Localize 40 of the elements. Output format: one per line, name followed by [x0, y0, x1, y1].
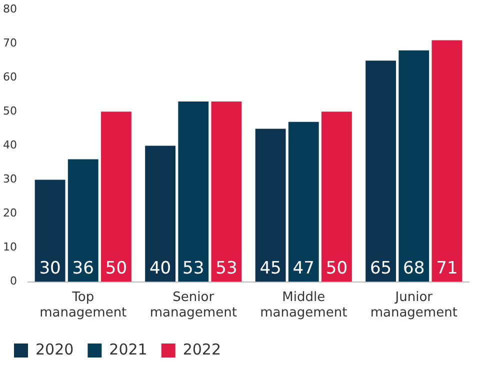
- data-label: 50: [326, 258, 348, 279]
- x-tick-label: Junior management: [370, 290, 458, 321]
- y-tick-label: 70: [2, 36, 17, 50]
- x-tick-label: Top management: [40, 290, 127, 321]
- bar: [68, 159, 98, 282]
- data-label: 40: [149, 258, 172, 279]
- y-tick-label: 60: [2, 70, 17, 84]
- data-label: 53: [216, 258, 238, 279]
- data-label: 68: [403, 258, 425, 279]
- bar: [398, 50, 430, 282]
- y-tick-label: 80: [2, 2, 17, 16]
- y-tick-label: 40: [2, 138, 17, 152]
- y-tick-label: 30: [2, 172, 17, 186]
- y-tick-label: 20: [2, 206, 17, 220]
- bar: [321, 112, 352, 282]
- bar: [432, 40, 462, 282]
- bar: [255, 128, 286, 282]
- x-tick-label: Middle management: [260, 290, 348, 321]
- data-label: 47: [292, 258, 314, 279]
- y-tick-label: 50: [2, 104, 17, 118]
- bar: [288, 122, 319, 282]
- data-label: 50: [105, 258, 128, 279]
- bar: [366, 60, 396, 282]
- y-tick-label: 0: [10, 274, 17, 288]
- data-label: 53: [182, 258, 204, 279]
- x-tick-label: Senior management: [150, 290, 237, 321]
- data-label: 36: [72, 258, 94, 279]
- data-label: 30: [39, 258, 61, 279]
- data-label: 65: [370, 258, 392, 279]
- bar: [100, 112, 132, 282]
- bar: [145, 146, 176, 282]
- legend-label: 2022: [182, 340, 222, 358]
- legend-label: 2020: [36, 340, 74, 358]
- bar: [34, 180, 66, 282]
- data-label: 71: [436, 258, 458, 279]
- bar: [211, 101, 242, 282]
- y-tick-label: 10: [2, 240, 17, 254]
- data-label: 45: [260, 258, 282, 279]
- legend-label: 2021: [109, 340, 148, 358]
- bar: [178, 101, 209, 282]
